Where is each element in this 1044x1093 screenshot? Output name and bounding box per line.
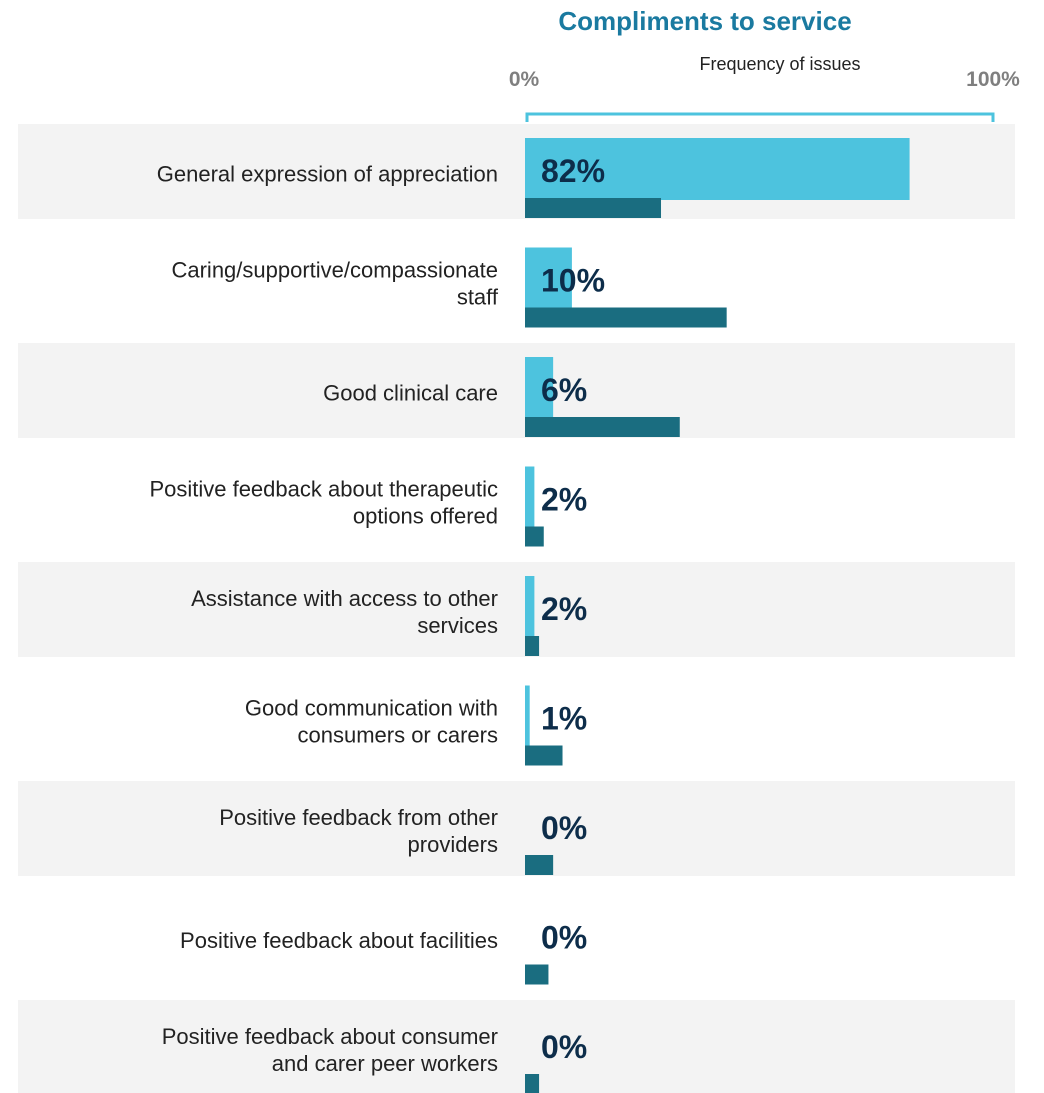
value-label: 82%	[541, 153, 605, 189]
axis-max-label: 100%	[966, 68, 1020, 91]
category-label: Good communication with consumers or care…	[245, 696, 498, 748]
value-label: 0%	[541, 810, 587, 846]
category-label-line: Positive feedback from other	[219, 805, 498, 830]
axis-min-label: 0%	[509, 68, 540, 91]
category-label-line: Positive feedback about consumer	[162, 1024, 498, 1049]
bar-light	[525, 138, 910, 200]
category-label-line: Positive feedback about facilities	[180, 928, 498, 953]
bar-dark	[525, 636, 540, 656]
category-label-line: consumers or carers	[297, 723, 498, 748]
row-band	[18, 781, 1015, 876]
category-label-line: staff	[457, 285, 499, 310]
category-label-line: Caring/supportive/compassionate	[171, 258, 498, 283]
row-bands	[18, 124, 1015, 1093]
chart-title: Compliments to service	[558, 6, 851, 36]
bar-dark	[525, 1074, 540, 1093]
value-label: 1%	[541, 701, 587, 737]
bar-light	[525, 576, 535, 638]
category-label-line: Positive feedback about therapeutic	[149, 477, 498, 502]
row-band	[18, 1000, 1015, 1093]
row-band	[18, 562, 1015, 657]
bar-dark	[525, 198, 662, 218]
category-label: Caring/supportive/compassionate staff	[171, 258, 498, 310]
value-labels: 82% 10% 6% 2% 2% 1% 0% 0% 0%	[541, 153, 605, 1065]
row-band	[18, 343, 1015, 438]
category-label-line: providers	[408, 832, 498, 857]
category-label: Positive feedback about consumer and care…	[162, 1024, 498, 1076]
category-label-line: Good clinical care	[323, 381, 498, 406]
chart-subtitle: Frequency of issues	[699, 54, 860, 74]
bar-dark	[525, 855, 554, 875]
category-label-line: Good communication with	[245, 696, 498, 721]
category-label: Good clinical care	[323, 381, 498, 406]
category-label: Positive feedback about facilities	[180, 928, 498, 953]
bar-dark	[525, 526, 544, 547]
category-label-line: options offered	[353, 504, 498, 529]
axis-bracket	[525, 112, 995, 122]
category-label: Positive feedback from other providers	[219, 805, 498, 857]
bar-light	[525, 466, 535, 529]
value-label: 2%	[541, 591, 587, 627]
value-label: 0%	[541, 920, 587, 956]
bar-light	[525, 357, 554, 419]
bar-dark	[525, 307, 727, 328]
bar-light	[525, 247, 572, 310]
category-label: General expression of appreciation	[157, 162, 498, 187]
bar-dark	[525, 417, 680, 437]
bars	[525, 138, 910, 1093]
bar-light	[525, 685, 530, 748]
category-labels: General expression of appreciation Caring…	[149, 162, 498, 1077]
bar-dark	[525, 964, 549, 985]
value-label: 2%	[541, 482, 587, 518]
value-label: 6%	[541, 372, 587, 408]
category-label: Positive feedback about therapeutic optio…	[149, 477, 498, 529]
category-label-line: services	[417, 613, 498, 638]
category-label-line: and carer peer workers	[272, 1051, 498, 1076]
value-label: 10%	[541, 263, 605, 299]
value-label: 0%	[541, 1029, 587, 1065]
category-label-line: Assistance with access to other	[191, 586, 498, 611]
category-label: Assistance with access to other services	[191, 586, 498, 638]
bar-dark	[525, 745, 563, 766]
category-label-line: General expression of appreciation	[157, 162, 498, 187]
